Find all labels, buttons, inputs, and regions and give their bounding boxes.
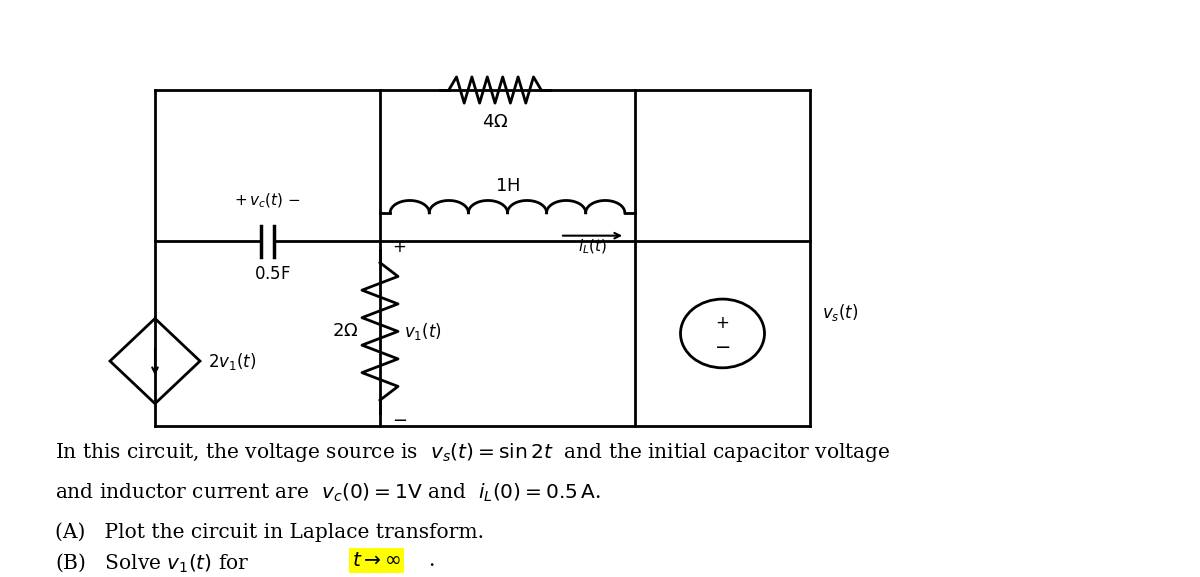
Text: $4\Omega$: $4\Omega$ <box>481 113 509 131</box>
Text: (B)   Solve $v_1(t)$ for: (B) Solve $v_1(t)$ for <box>55 551 250 574</box>
Text: $+$: $+$ <box>392 238 406 256</box>
Text: $0.5\mathrm{F}$: $0.5\mathrm{F}$ <box>254 266 290 283</box>
Text: $1\mathrm{H}$: $1\mathrm{H}$ <box>494 177 520 195</box>
Text: (A)   Plot the circuit in Laplace transform.: (A) Plot the circuit in Laplace transfor… <box>55 522 484 542</box>
Text: $i_L(t)$: $i_L(t)$ <box>578 237 607 256</box>
Text: .: . <box>428 551 434 570</box>
Text: $2v_1(t)$: $2v_1(t)$ <box>208 351 257 372</box>
Text: $v_s(t)$: $v_s(t)$ <box>822 302 858 324</box>
Text: $+$: $+$ <box>715 314 730 332</box>
Text: $-$: $-$ <box>392 410 407 428</box>
Text: and inductor current are  $v_c(0)=1\mathrm{V}$ and  $i_L(0)=0.5\,\mathrm{A}$.: and inductor current are $v_c(0)=1\mathr… <box>55 482 601 504</box>
Text: In this circuit, the voltage source is  $v_s(t) = \sin 2t$  and the initial capa: In this circuit, the voltage source is $… <box>55 441 890 464</box>
Text: $t\rightarrow\infty$: $t\rightarrow\infty$ <box>352 551 401 570</box>
Text: $+\,v_c(t)\,-$: $+\,v_c(t)\,-$ <box>234 192 301 210</box>
Text: $2\Omega$: $2\Omega$ <box>331 323 358 340</box>
Text: $-$: $-$ <box>714 336 731 355</box>
Text: $v_1(t)$: $v_1(t)$ <box>404 321 442 342</box>
